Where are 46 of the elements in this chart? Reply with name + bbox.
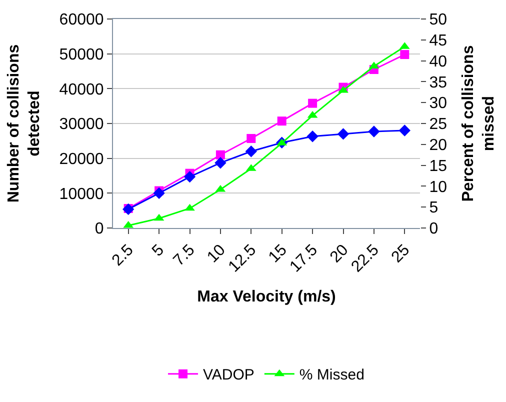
point (368, 126, 380, 138)
x-axis-title: Max Velocity (m/s) (197, 288, 336, 306)
point (216, 150, 225, 160)
point (153, 187, 165, 200)
y-tick-label: 60000 (59, 12, 104, 29)
y2-tick-label: 0 (429, 220, 438, 238)
y2-tick-label: 25 (429, 116, 448, 134)
point (214, 157, 226, 169)
y2-tick-label: 20 (429, 137, 448, 154)
point (245, 146, 257, 158)
point (400, 50, 410, 60)
y2-tick-label: 5 (429, 200, 438, 217)
point (122, 203, 134, 216)
y-tick-label: 40000 (59, 81, 104, 98)
y2-tick-label: 40 (429, 53, 448, 70)
x-tick-label: 20 (327, 242, 352, 266)
y2-tick-label: 45 (429, 32, 448, 50)
x-tick-label: 10 (204, 242, 230, 266)
y2-tick-label: 50 (429, 12, 448, 29)
x-tick-label: 15 (266, 242, 290, 266)
y-tick-label: 0 (94, 220, 104, 238)
y-axis-title: Number of collisions detected (5, 44, 44, 203)
y-tick-label: 10000 (59, 186, 104, 203)
point (184, 204, 195, 211)
point (398, 124, 410, 136)
x-tick-label: 7.5 (170, 242, 198, 270)
point (246, 134, 256, 143)
y2-tick-label: 30 (429, 95, 448, 112)
x-tick-label: 5 (149, 242, 168, 260)
point (337, 128, 350, 140)
legend-label: % Missed (299, 366, 364, 384)
legend-label: VADOP (203, 366, 254, 384)
x-tick-label: 2.5 (109, 242, 137, 270)
y-tick-label: 30000 (59, 116, 104, 134)
y2-tick-label: 15 (429, 158, 448, 175)
y2-tick-label: 35 (429, 74, 448, 92)
x-tick-label: 25 (388, 242, 414, 266)
point (338, 86, 348, 93)
y-tick-label: 20000 (59, 150, 104, 168)
point (306, 130, 318, 142)
y2-axis-title: Percent of collisions missed (460, 45, 498, 202)
y-tick-label: 50000 (59, 46, 104, 64)
y2-tick-label: 10 (429, 178, 448, 196)
point (308, 98, 318, 108)
point (277, 116, 286, 126)
point (184, 170, 196, 183)
